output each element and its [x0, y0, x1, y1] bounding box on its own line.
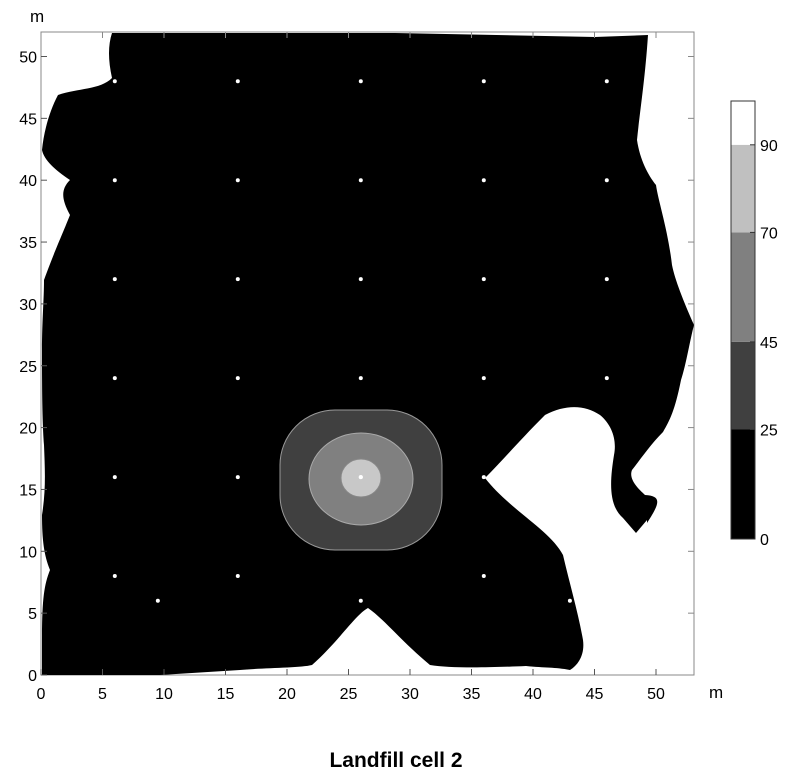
x-tick-label: 30: [401, 686, 419, 703]
colorbar-segment: [731, 144, 755, 233]
colorbar-segment: [731, 101, 755, 145]
sample-point: [358, 178, 363, 183]
sample-point: [112, 178, 117, 183]
colorbar: 0 25 45 70 90: [730, 100, 778, 549]
colorbar-tick-label: 90: [760, 138, 778, 155]
colorbar-tick-label: 25: [760, 423, 778, 440]
x-tick-label: 0: [37, 686, 46, 703]
colorbar-segment: [731, 232, 755, 342]
x-tick-label: 15: [217, 686, 235, 703]
sample-point: [481, 475, 486, 480]
hotspot-center-point: [358, 475, 363, 480]
sample-point: [358, 376, 363, 381]
x-tick-label: 5: [98, 686, 107, 703]
sample-point: [604, 277, 609, 282]
colorbar-tick-label: 70: [760, 225, 778, 242]
colorbar-tick-label: 45: [760, 335, 778, 352]
y-tick-label: 15: [19, 482, 37, 499]
y-tick-label: 50: [19, 50, 37, 67]
chart-title: Landfill cell 2: [329, 749, 462, 772]
sample-point: [235, 277, 240, 282]
y-axis-label: m: [30, 7, 44, 26]
sample-point: [481, 376, 486, 381]
sample-point: [112, 475, 117, 480]
colorbar-segment: [731, 429, 755, 539]
x-tick-label: 45: [586, 686, 604, 703]
sample-points: [112, 79, 609, 603]
y-tick-label: 30: [19, 297, 37, 314]
x-tick-label: 20: [278, 686, 296, 703]
x-tick-label: 40: [524, 686, 542, 703]
sample-point: [358, 277, 363, 282]
sample-point: [604, 376, 609, 381]
sample-point: [235, 574, 240, 579]
sample-point: [481, 79, 486, 84]
colorbar-tick-label: 0: [760, 532, 769, 549]
x-tick-label: 10: [155, 686, 173, 703]
colorbar-segment: [731, 341, 755, 430]
sample-point: [112, 376, 117, 381]
sample-point: [567, 598, 572, 603]
sample-point: [358, 79, 363, 84]
sample-point: [604, 178, 609, 183]
y-tick-label: 35: [19, 235, 37, 252]
y-tick-label: 20: [19, 421, 37, 438]
sample-point: [481, 277, 486, 282]
sample-point: [481, 574, 486, 579]
y-tick-label: 40: [19, 173, 37, 190]
contour-band-0-25: [42, 33, 694, 675]
sample-point: [481, 178, 486, 183]
y-axis-ticks: 0 5 10 15 20 25 30 35 40 45 50: [19, 50, 694, 685]
x-tick-label: 50: [647, 686, 665, 703]
sample-point: [235, 376, 240, 381]
y-tick-label: 25: [19, 359, 37, 376]
x-tick-label: 35: [463, 686, 481, 703]
y-tick-label: 0: [28, 668, 37, 685]
sample-point: [235, 178, 240, 183]
x-axis-label: m: [709, 683, 723, 702]
y-tick-label: 10: [19, 544, 37, 561]
colorbar-frame: [730, 100, 756, 540]
sample-point: [155, 598, 160, 603]
sample-point: [112, 79, 117, 84]
x-tick-label: 25: [340, 686, 358, 703]
x-axis-ticks: 0 5 10 15 20 25 30 35 40 45 50: [37, 32, 665, 703]
sample-point: [358, 598, 363, 603]
sample-point: [235, 475, 240, 480]
sample-point: [112, 277, 117, 282]
sample-point: [604, 475, 609, 480]
y-tick-label: 5: [28, 606, 37, 623]
sample-point: [235, 79, 240, 84]
y-tick-label: 45: [19, 111, 37, 128]
sample-point: [112, 574, 117, 579]
sample-point: [604, 79, 609, 84]
